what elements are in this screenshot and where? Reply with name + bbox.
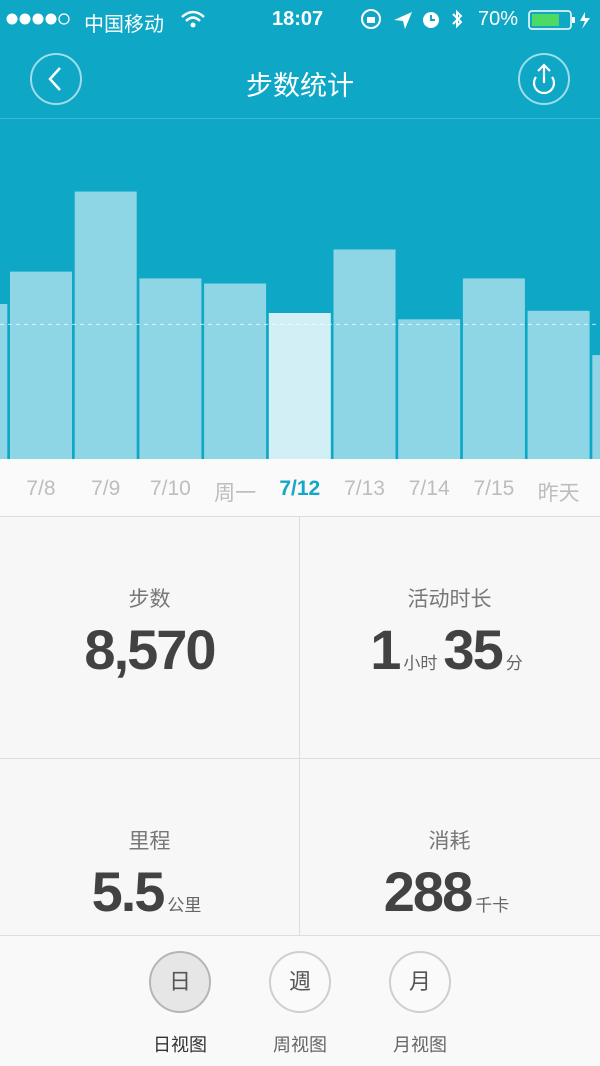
stat-value: 5.5 公里 — [0, 859, 299, 924]
battery-icon — [528, 10, 590, 30]
bar — [268, 313, 331, 459]
bar — [139, 278, 202, 459]
status-bar: 中国移动 18:07 70% — [0, 0, 600, 40]
category-label: 昨天 — [537, 482, 580, 505]
category-label: 7/12 — [279, 477, 321, 500]
bar — [74, 191, 137, 459]
stat-unit: 小时 — [403, 654, 438, 673]
stat-value: 1 小时 35 分 — [300, 617, 599, 682]
stat-number: 5.5 — [91, 860, 166, 923]
stat-label: 消耗 — [428, 830, 471, 853]
stat-value: 288 千卡 — [300, 859, 599, 924]
stat-label: 步数 — [128, 588, 171, 611]
category-labels: 7/8 7/9 7/10 周一 7/12 7/13 7/14 7/15 昨天 — [0, 459, 600, 517]
category-label: 7/10 — [149, 477, 191, 500]
tab-icon: 日 — [149, 951, 211, 1013]
stat-label: 里程 — [128, 830, 171, 853]
clock: 18:07 — [272, 8, 324, 30]
wifi-icon — [181, 10, 205, 28]
bar — [0, 303, 8, 459]
stat-cell: 里程 5.5 公里 — [0, 759, 299, 968]
divider — [299, 517, 300, 935]
tab[interactable]: 月月视图 — [370, 951, 470, 1057]
stat-value: 8,570 — [0, 617, 299, 682]
category-label: 7/14 — [408, 477, 450, 500]
bar — [333, 249, 396, 459]
back-icon — [48, 67, 61, 91]
bar — [10, 271, 72, 459]
stat-cell: 活动时长 1 小时 35 分 — [300, 517, 599, 726]
tab-label: 周视图 — [273, 1035, 327, 1055]
stat-number: 35 — [443, 618, 503, 681]
tab-icon: 月 — [389, 951, 451, 1013]
stat-number: 8,570 — [84, 618, 216, 681]
bar — [398, 319, 461, 459]
divider — [0, 758, 600, 759]
battery-percent: 70% — [478, 8, 519, 30]
stat-number: 288 — [383, 860, 473, 923]
stat-number: 1 — [370, 618, 401, 681]
status-icons — [361, 9, 463, 29]
page-title: 步数统计 — [246, 71, 354, 101]
stat-unit: 公里 — [167, 896, 202, 915]
tab-label: 日视图 — [153, 1035, 207, 1055]
category-label: 7/8 — [26, 477, 56, 500]
stat-cell: 消耗 288 千卡 — [300, 759, 599, 968]
bar — [592, 355, 600, 459]
category-label: 周一 — [214, 482, 257, 505]
tab-bar: 日日视图週周视图月月视图 — [0, 935, 600, 1066]
step-chart — [0, 191, 600, 459]
share-button[interactable] — [518, 53, 570, 105]
bar — [204, 283, 267, 459]
back-button[interactable] — [30, 53, 82, 105]
tab[interactable]: 日日视图 — [130, 951, 230, 1057]
share-icon — [532, 63, 556, 95]
stats-grid: 步数 8,570 活动时长 1 小时 35 分 里程 5.5 公里 消耗 288 千卡 — [0, 517, 600, 935]
stat-unit: 分 — [505, 654, 523, 673]
stat-cell: 步数 8,570 — [0, 517, 299, 726]
signal — [6, 13, 70, 25]
stat-unit: 千卡 — [475, 896, 510, 915]
stat-label: 活动时长 — [407, 588, 492, 611]
category-label: 7/9 — [91, 477, 121, 500]
category-label: 7/13 — [344, 477, 385, 500]
nav-bar: 步数统计 — [0, 40, 600, 119]
category-label: 7/15 — [473, 477, 515, 500]
bar — [527, 310, 590, 459]
bar — [462, 278, 525, 459]
tab-icon: 週 — [269, 951, 331, 1013]
carrier: 中国移动 — [84, 14, 164, 36]
tab-label: 月视图 — [393, 1035, 447, 1055]
tab[interactable]: 週周视图 — [250, 951, 350, 1057]
